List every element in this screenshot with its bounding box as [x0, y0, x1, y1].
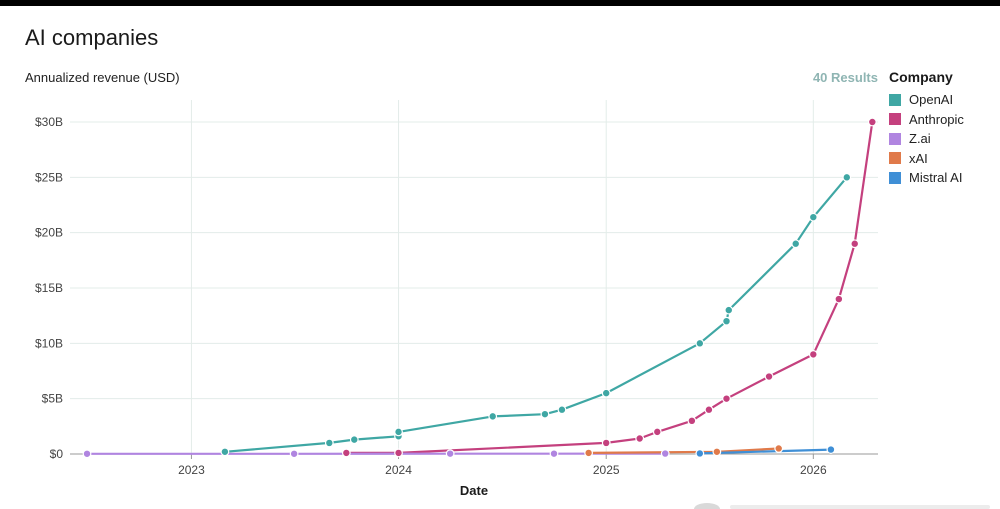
legend-label-mistral: Mistral AI — [909, 170, 963, 186]
data-point-openai — [540, 409, 550, 419]
y-tick-label: $15B — [35, 281, 63, 295]
data-point-z-ai — [82, 449, 92, 459]
data-point-mistral-ai — [826, 445, 836, 454]
y-tick-label: $10B — [35, 336, 63, 350]
data-point-openai — [791, 239, 801, 249]
data-point-anthropic — [867, 117, 877, 127]
x-axis-label: Date — [460, 483, 488, 498]
y-tick-label: $25B — [35, 170, 63, 184]
legend-label-zai: Z.ai — [909, 131, 931, 147]
legend-label-openai: OpenAI — [909, 92, 954, 108]
x-tick-label: 2025 — [593, 463, 620, 477]
data-point-z-ai — [289, 449, 299, 459]
data-point-openai — [722, 316, 731, 326]
data-point-openai — [695, 338, 705, 348]
legend-label-xai: xAI — [909, 150, 928, 166]
x-tick-label: 2026 — [800, 463, 827, 477]
y-axis-label: Annualized revenue (USD) — [25, 70, 180, 85]
data-point-anthropic — [652, 427, 662, 437]
legend: Company OpenAI Anthropic Z.ai xAI Mistra… — [889, 69, 964, 188]
data-point-anthropic — [341, 448, 351, 458]
data-point-anthropic — [722, 394, 731, 404]
data-point-openai — [601, 388, 611, 398]
data-point-anthropic — [834, 294, 844, 304]
data-point-openai — [349, 435, 359, 445]
data-points — [82, 117, 877, 459]
data-point-anthropic — [687, 416, 697, 426]
legend-swatch-xai — [889, 152, 901, 165]
legend-title: Company — [889, 69, 953, 85]
data-point-anthropic — [394, 448, 403, 458]
legend-swatch-anthropic — [889, 113, 901, 126]
data-point-anthropic — [635, 434, 645, 443]
data-point-z-ai — [660, 449, 670, 458]
data-point-openai — [842, 172, 852, 182]
chart-title: AI companies — [25, 25, 159, 50]
legend-swatch-mistral — [889, 171, 901, 184]
data-point-mistral-ai — [695, 449, 705, 458]
x-tick-label: 2024 — [385, 463, 412, 477]
data-point-anthropic — [704, 405, 714, 415]
legend-swatch-openai — [889, 93, 901, 106]
series-line-anthropic — [346, 121, 874, 454]
legend-item-mistral[interactable]: Mistral AI — [889, 168, 964, 188]
y-tick-label: $30B — [35, 115, 63, 129]
legend-item-anthropic[interactable]: Anthropic — [889, 110, 964, 130]
cropped-footer — [694, 503, 990, 509]
data-point-openai — [724, 305, 734, 315]
data-point-openai — [488, 411, 498, 421]
data-point-anthropic — [850, 239, 860, 249]
legend-label-anthropic: Anthropic — [909, 111, 964, 127]
data-point-openai — [394, 427, 403, 437]
series-line-mistral-ai — [699, 448, 831, 455]
data-point-openai — [324, 438, 334, 448]
data-point-xai — [774, 444, 784, 453]
series-line-openai — [224, 176, 848, 453]
y-tick-label: $5B — [42, 392, 63, 406]
legend-item-openai[interactable]: OpenAI — [889, 90, 964, 110]
data-point-xai — [584, 448, 594, 458]
legend-item-zai[interactable]: Z.ai — [889, 129, 964, 149]
data-point-anthropic — [764, 372, 774, 381]
data-point-openai — [220, 447, 230, 457]
data-point-z-ai — [445, 449, 455, 459]
legend-swatch-zai — [889, 132, 901, 145]
data-point-anthropic — [601, 438, 611, 448]
legend-item-xai[interactable]: xAI — [889, 149, 964, 169]
grid-lines — [70, 100, 878, 454]
data-point-xai — [712, 447, 722, 457]
data-point-openai — [808, 212, 818, 222]
x-tick-label: 2023 — [178, 463, 205, 477]
data-point-z-ai — [549, 449, 559, 459]
data-point-anthropic — [808, 350, 818, 359]
y-tick-label: $0 — [50, 447, 64, 461]
results-count: 40 Results — [812, 70, 878, 85]
y-tick-label: $20B — [35, 226, 63, 240]
data-point-openai — [557, 405, 567, 415]
top-bar — [0, 0, 1000, 6]
